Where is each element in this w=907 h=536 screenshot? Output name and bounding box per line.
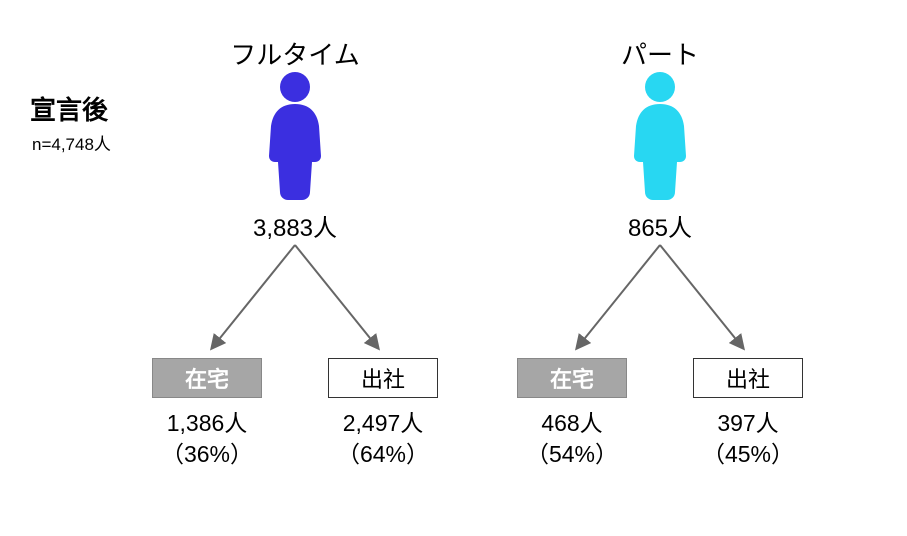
fulltime-office-count: 2,497人 xyxy=(343,410,424,436)
fulltime-home-percent: （36%） xyxy=(161,441,253,467)
parttime-office-box: 出社 xyxy=(693,358,803,398)
fulltime-office-box: 出社 xyxy=(328,358,438,398)
fulltime-home-count: 1,386人 xyxy=(167,410,248,436)
parttime-home-percent: （54%） xyxy=(526,441,618,467)
parttime-home-stats: 468人 （54%） xyxy=(522,408,622,470)
parttime-home-count: 468人 xyxy=(541,410,602,436)
fulltime-home-stats: 1,386人 （36%） xyxy=(147,408,267,470)
fulltime-office-percent: （64%） xyxy=(337,441,429,467)
parttime-office-count: 397人 xyxy=(717,410,778,436)
fulltime-home-box: 在宅 xyxy=(152,358,262,398)
fulltime-office-stats: 2,497人 （64%） xyxy=(323,408,443,470)
parttime-office-percent: （45%） xyxy=(702,441,794,467)
parttime-office-stats: 397人 （45%） xyxy=(698,408,798,470)
parttime-home-box: 在宅 xyxy=(517,358,627,398)
